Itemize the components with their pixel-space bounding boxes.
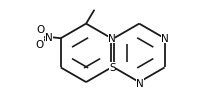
Text: N: N [108, 34, 115, 44]
Text: O: O [37, 25, 45, 35]
Text: S: S [109, 63, 116, 73]
Text: N: N [136, 78, 144, 88]
Text: O: O [35, 39, 44, 49]
Text: N: N [161, 34, 169, 44]
Text: N: N [45, 33, 53, 43]
